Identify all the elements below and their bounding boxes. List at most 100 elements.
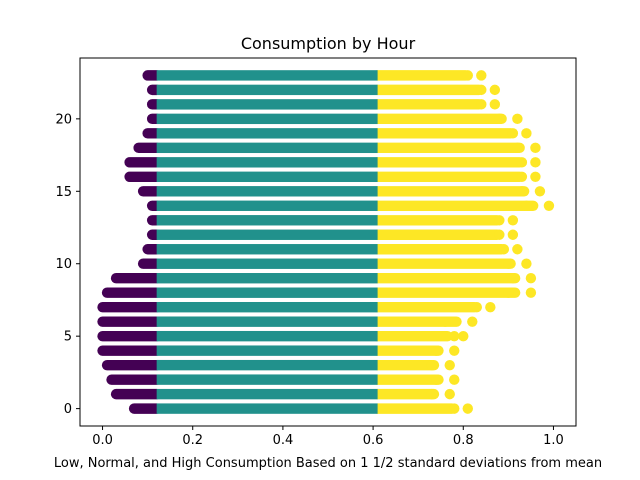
high-outlier-point (489, 84, 501, 96)
hour-row-14 (146, 200, 539, 211)
hour-row-18 (133, 142, 525, 154)
x-tick-label: 0.6 (363, 433, 384, 448)
normal-band (156, 287, 378, 298)
hour-row-16 (124, 171, 525, 183)
hour-row-22 (146, 84, 485, 96)
high-outlier-point (426, 388, 437, 400)
data-points (97, 70, 555, 414)
normal-band (156, 359, 378, 371)
high-outlier-point (462, 403, 473, 414)
hour-row-17 (124, 157, 525, 168)
hour-row-19 (142, 128, 516, 139)
normal-band (156, 171, 378, 183)
normal-band (156, 345, 378, 356)
high-outlier-point (512, 244, 523, 255)
high-outlier-point (507, 273, 519, 284)
x-tick-label: 0.2 (182, 433, 203, 448)
hour-row-10 (137, 258, 516, 269)
hour-row-21 (146, 99, 485, 110)
high-outlier-point (503, 258, 514, 269)
high-outlier-point (476, 99, 487, 110)
hour-row-5 (97, 330, 453, 342)
high-outlier-point (476, 70, 487, 81)
high-outlier-point (525, 287, 537, 298)
high-outlier-point (521, 258, 532, 269)
high-outlier-point (444, 388, 455, 400)
y-tick-label: 0 (64, 402, 72, 417)
y-tick-label: 10 (55, 257, 72, 272)
hour-row-7 (97, 301, 480, 313)
high-outlier-point (503, 287, 514, 298)
high-outlier-point (431, 374, 442, 385)
normal-band (156, 403, 378, 414)
normal-band (156, 215, 378, 226)
hour-row-1 (110, 388, 440, 400)
high-outlier-point (516, 186, 528, 197)
normal-band (156, 244, 378, 255)
high-outlier-point (507, 229, 519, 240)
normal-band (156, 258, 378, 269)
normal-band (156, 186, 378, 197)
y-axis: 0 5 10 15 20 (55, 112, 80, 417)
normal-band (156, 273, 378, 284)
high-outlier-point (507, 215, 519, 226)
high-outlier-point (440, 316, 451, 327)
plot-frame (79, 57, 577, 427)
high-outlier-point (521, 200, 532, 211)
high-outlier-point (534, 186, 546, 197)
high-outlier-point (530, 171, 541, 183)
high-outlier-point (449, 330, 460, 342)
hour-row-12 (146, 229, 503, 240)
normal-band (156, 142, 378, 154)
hour-row-23 (142, 70, 471, 81)
normal-band (156, 84, 378, 96)
normal-band (156, 374, 378, 385)
normal-band (156, 128, 378, 139)
x-tick-label: 0.8 (453, 433, 474, 448)
hour-row-20 (146, 113, 507, 125)
high-outlier-point (485, 301, 496, 313)
high-outlier-point (458, 330, 469, 342)
x-tick-label: 0.4 (273, 433, 294, 448)
normal-band (156, 330, 378, 342)
high-outlier-point (449, 403, 460, 414)
high-outlier-point (494, 229, 505, 240)
y-tick-label: 5 (64, 330, 72, 345)
high-outlier-point (543, 200, 555, 211)
hour-row-13 (146, 215, 503, 226)
high-outlier-point (507, 128, 519, 139)
high-outlier-point (512, 142, 523, 154)
hour-row-9 (110, 273, 521, 284)
hour-row-11 (142, 244, 507, 255)
high-outlier-point (521, 128, 532, 139)
hour-row-3 (101, 359, 440, 371)
hour-row-15 (137, 186, 530, 197)
high-outlier-point (494, 113, 505, 125)
high-outlier-point (530, 142, 541, 154)
x-axis: 0.0 0.2 0.4 0.6 0.8 1.0 (92, 426, 564, 448)
x-axis-label: Low, Normal, and High Consumption Based … (54, 456, 602, 471)
high-outlier-point (494, 215, 505, 226)
high-outlier-point (516, 157, 528, 168)
high-outlier-point (498, 244, 510, 255)
high-outlier-point (426, 359, 437, 371)
high-outlier-point (449, 374, 460, 385)
high-outlier-point (444, 359, 455, 371)
chart-title: Consumption by Hour (241, 34, 416, 53)
normal-band (156, 70, 378, 81)
high-outlier-point (516, 171, 528, 183)
high-outlier-point (530, 157, 541, 168)
high-outlier-point (512, 113, 523, 125)
hour-row-6 (97, 316, 462, 327)
hour-row-4 (97, 345, 444, 356)
high-outlier-point (489, 99, 501, 110)
normal-band (156, 113, 378, 125)
normal-band (156, 388, 378, 400)
hour-row-0 (128, 403, 458, 414)
high-outlier-point (471, 301, 482, 313)
hour-row-2 (106, 374, 444, 385)
hour-row-8 (101, 287, 521, 298)
normal-band (156, 316, 378, 327)
normal-band (156, 200, 378, 211)
